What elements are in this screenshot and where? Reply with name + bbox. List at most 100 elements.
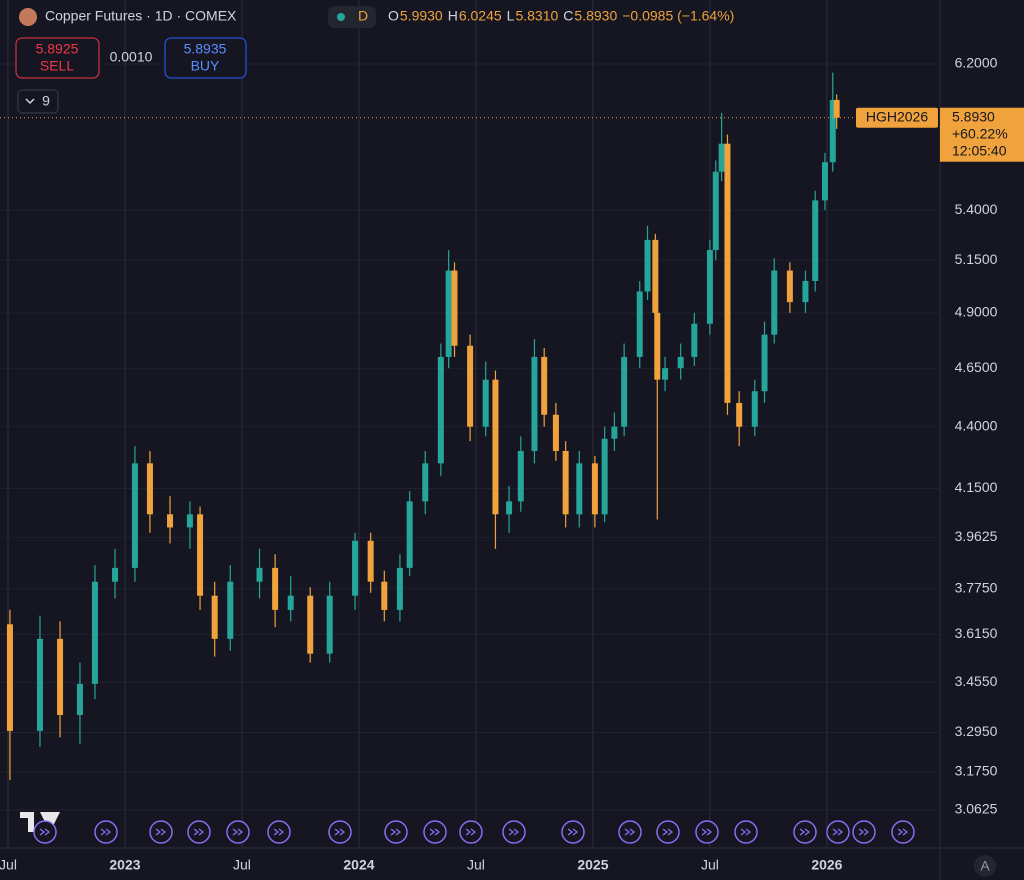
candle-body [422, 463, 429, 502]
candle-body [467, 345, 474, 427]
candle-body [751, 391, 758, 427]
y-tick-label: 6.2000 [955, 55, 998, 71]
candle-body [36, 638, 43, 731]
x-tick-label: 2024 [343, 857, 374, 873]
last-price: 5.8930 [952, 108, 995, 124]
y-tick-label: 3.9625 [955, 528, 998, 544]
candle-body [636, 291, 643, 357]
ohlc-value: 5.8930 [574, 8, 617, 24]
y-tick-label: 3.7750 [955, 579, 998, 595]
candle-body [367, 540, 374, 582]
x-tick-label: 2023 [109, 857, 140, 873]
indicator-count: 9 [42, 93, 50, 109]
candle-body [445, 270, 452, 357]
event-icon [232, 828, 244, 836]
candle-body [552, 414, 559, 451]
candle-body [677, 356, 684, 369]
candle-body [786, 270, 793, 303]
y-tick-label: 4.1500 [955, 479, 998, 495]
spread: 0.0010 [110, 49, 153, 65]
candle-body [821, 162, 828, 201]
event-icon [624, 828, 636, 836]
candle-body [112, 567, 119, 582]
x-tick-label: Jul [233, 857, 251, 873]
event-icon [100, 828, 112, 836]
candle-body [802, 280, 809, 303]
ohlc-label: O [388, 8, 399, 24]
candle-body [691, 323, 698, 357]
candle-body [396, 567, 403, 610]
candle-body [451, 270, 458, 346]
event-icon [740, 828, 752, 836]
symbol-badge [856, 107, 938, 128]
ohlc-label: L [507, 8, 515, 24]
candle-body [833, 99, 840, 118]
event-icon [567, 828, 579, 836]
candle-body [211, 595, 218, 639]
sell-label: SELL [40, 58, 74, 74]
candle-body [829, 99, 836, 163]
y-tick-label: 3.6150 [955, 625, 998, 641]
ohlc-value: 6.0245 [459, 8, 502, 24]
badge-box [328, 6, 376, 28]
x-tick-label: 2026 [811, 857, 842, 873]
indicator-toggle[interactable] [17, 89, 59, 114]
candle-body [761, 334, 768, 392]
x-tick-label: 2025 [577, 857, 608, 873]
symbol-icon[interactable] [19, 8, 37, 26]
event-icon [193, 828, 205, 836]
candle-body [506, 501, 513, 515]
event-icon [429, 828, 441, 836]
candle-body [146, 463, 153, 515]
event-icon [334, 828, 346, 836]
chevron [25, 98, 35, 105]
auto-scale-label: A [980, 858, 990, 874]
event-icon [858, 828, 870, 836]
candle-body [771, 270, 778, 335]
candle-body [644, 239, 651, 292]
last-change: +60.22% [952, 125, 1008, 141]
candle-body [652, 239, 659, 313]
x-tick-label: Jul [0, 857, 17, 873]
buy-label: BUY [191, 58, 220, 74]
event-icon [155, 828, 167, 836]
candle-body [541, 356, 548, 415]
candle-body [712, 171, 719, 251]
candle-body [256, 567, 263, 582]
buy-price: 5.8935 [184, 41, 227, 57]
sell-button[interactable] [15, 37, 100, 79]
candle-body [76, 683, 83, 715]
candle-body [591, 463, 598, 515]
candle-body [724, 143, 731, 403]
ohlc-value: 5.9930 [400, 8, 443, 24]
candle-body [812, 200, 819, 281]
y-tick-label: 5.4000 [955, 201, 998, 217]
candle-body [307, 595, 314, 654]
event-icon [39, 828, 51, 836]
title[interactable]: Copper Futures · 1D · COMEX [45, 8, 237, 24]
symbol-label: HGH2026 [866, 108, 928, 124]
event-icon [390, 828, 402, 836]
event-icon [701, 828, 713, 836]
candle-body [287, 595, 294, 610]
candle-body [352, 540, 359, 596]
candle-body [326, 595, 333, 654]
auto-scale-button[interactable] [974, 855, 996, 877]
y-tick-label: 3.4550 [955, 673, 998, 689]
candle-body [57, 638, 64, 715]
candle-body [406, 501, 413, 568]
ohlc-label: C [563, 8, 573, 24]
candle-body [736, 402, 743, 427]
y-tick-label: 4.6500 [955, 359, 998, 375]
x-tick-label: Jul [701, 857, 719, 873]
status-dot [337, 13, 345, 21]
sell-price: 5.8925 [36, 41, 79, 57]
buy-button[interactable] [164, 37, 247, 79]
candle-body [576, 463, 583, 515]
x-tick-label: Jul [467, 857, 485, 873]
price-badge [940, 107, 1024, 162]
candle-body [227, 581, 234, 639]
candle-body [531, 356, 538, 451]
event-icon [832, 828, 844, 836]
